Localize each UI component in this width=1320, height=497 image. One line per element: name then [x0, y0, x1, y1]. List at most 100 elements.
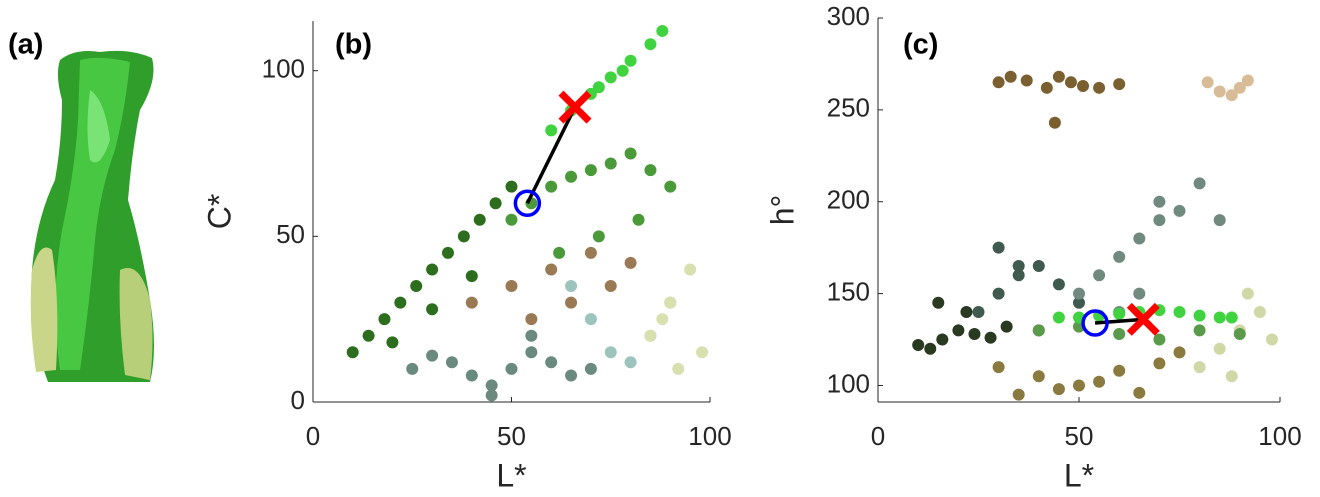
point: [426, 350, 438, 362]
y-tick-label: 200: [827, 185, 870, 215]
point: [1234, 328, 1246, 340]
point: [545, 356, 557, 368]
y-axis-label: C*: [201, 194, 237, 230]
point: [664, 297, 676, 309]
x-tick-label: 0: [871, 421, 885, 451]
point: [936, 334, 948, 346]
point: [1073, 288, 1085, 300]
point: [993, 76, 1005, 88]
point: [968, 328, 980, 340]
point: [394, 297, 406, 309]
point: [625, 55, 637, 67]
point: [545, 124, 557, 136]
point: [1174, 306, 1186, 318]
point: [625, 148, 637, 160]
point: [466, 369, 478, 381]
point: [442, 247, 454, 259]
point: [1133, 288, 1145, 300]
point: [1065, 76, 1077, 88]
point: [1226, 311, 1238, 323]
x-tick-label: 100: [1258, 421, 1301, 451]
point: [617, 65, 629, 77]
point: [545, 263, 557, 275]
point: [1254, 306, 1266, 318]
point: [593, 81, 605, 93]
point: [347, 346, 359, 358]
point: [656, 25, 668, 37]
point: [565, 297, 577, 309]
point: [1033, 370, 1045, 382]
point: [525, 313, 537, 325]
point: [605, 280, 617, 292]
point: [466, 270, 478, 282]
point: [458, 230, 470, 242]
point: [644, 164, 656, 176]
point: [426, 303, 438, 315]
y-axis-label: h°: [764, 195, 800, 226]
point: [1021, 74, 1033, 86]
point: [1113, 308, 1125, 320]
point: [1053, 71, 1065, 83]
y-tick-label: 100: [262, 54, 305, 84]
point: [1133, 387, 1145, 399]
point: [1153, 196, 1165, 208]
point: [1013, 260, 1025, 272]
point: [1053, 383, 1065, 395]
y-tick-label: 150: [827, 276, 870, 306]
point: [656, 313, 668, 325]
point: [378, 313, 390, 325]
point: [1194, 361, 1206, 373]
point: [585, 363, 597, 375]
point: [1053, 278, 1065, 290]
point: [1242, 288, 1254, 300]
point: [1053, 311, 1065, 323]
point: [1113, 365, 1125, 377]
point: [474, 214, 486, 226]
point: [952, 324, 964, 336]
point: [684, 263, 696, 275]
point: [973, 306, 985, 318]
point: [585, 247, 597, 259]
y-tick-label: 100: [827, 368, 870, 398]
point: [1194, 324, 1206, 336]
point: [605, 71, 617, 83]
point: [1113, 78, 1125, 90]
point: [932, 297, 944, 309]
x-axis-label: L*: [1064, 457, 1094, 493]
point: [644, 38, 656, 50]
point: [1093, 82, 1105, 94]
point: [1174, 346, 1186, 358]
point: [1214, 343, 1226, 355]
point: [1214, 85, 1226, 97]
point: [1214, 214, 1226, 226]
point: [585, 313, 597, 325]
point: [625, 257, 637, 269]
y-tick-label: 50: [276, 219, 305, 249]
point: [466, 297, 478, 309]
x-tick-label: 50: [497, 421, 526, 451]
point: [553, 247, 565, 259]
point: [490, 197, 502, 209]
point: [1133, 232, 1145, 244]
point: [506, 214, 518, 226]
point: [1049, 117, 1061, 129]
point: [1266, 334, 1278, 346]
point: [1033, 324, 1045, 336]
point: [525, 330, 537, 342]
point: [1093, 376, 1105, 388]
point: [1113, 251, 1125, 263]
x-tick-label: 0: [306, 421, 320, 451]
panel-label: (c): [903, 29, 938, 61]
point: [426, 263, 438, 275]
point: [545, 181, 557, 193]
point: [1001, 321, 1013, 333]
point: [625, 356, 637, 368]
point: [1033, 260, 1045, 272]
point: [605, 157, 617, 169]
point: [912, 339, 924, 351]
point: [1194, 177, 1206, 189]
point: [985, 332, 997, 344]
point: [506, 280, 518, 292]
y-tick-label: 300: [827, 1, 870, 31]
point: [486, 389, 498, 401]
